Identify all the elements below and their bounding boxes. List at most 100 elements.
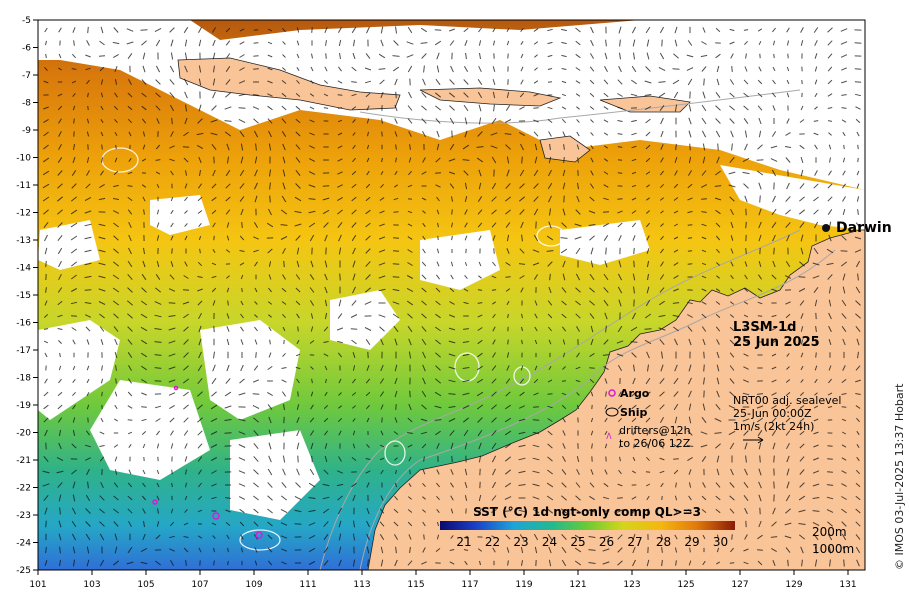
velocity-arrow (658, 81, 666, 83)
velocity-arrow (281, 379, 287, 383)
velocity-arrow (254, 314, 258, 318)
legend-argo: Argo (620, 387, 650, 400)
velocity-arrow (645, 299, 651, 307)
velocity-arrow (504, 430, 512, 436)
velocity-arrow (224, 106, 232, 110)
velocity-arrow (44, 27, 48, 33)
velocity-arrow (210, 119, 218, 123)
velocity-arrow (113, 235, 119, 241)
velocity-arrow (464, 442, 468, 450)
velocity-arrow (518, 131, 526, 137)
velocity-arrow (547, 443, 553, 449)
velocity-arrow (561, 222, 567, 228)
velocity-arrow (491, 378, 497, 384)
velocity-arrow (113, 482, 119, 488)
velocity-arrow (421, 92, 427, 98)
velocity-arrow (311, 53, 313, 59)
legend-depth-200: 200m (812, 525, 847, 539)
velocity-arrow (729, 79, 735, 85)
velocity-arrow (798, 523, 806, 525)
velocity-arrow (325, 53, 327, 59)
velocity-arrow (532, 419, 540, 421)
velocity-arrow (855, 365, 861, 371)
velocity-arrow (758, 481, 762, 489)
velocity-arrow (225, 249, 231, 253)
velocity-arrow (378, 249, 386, 253)
velocity-arrow (72, 429, 76, 437)
velocity-arrow (590, 247, 594, 255)
velocity-arrow (841, 107, 847, 109)
velocity-arrow (325, 40, 327, 46)
velocity-arrow (449, 549, 455, 551)
velocity-arrow (213, 351, 215, 359)
velocity-arrow (98, 249, 106, 253)
velocity-arrow (128, 234, 132, 242)
velocity-arrow (617, 497, 623, 499)
velocity-arrow (127, 391, 133, 397)
velocity-arrow (42, 196, 50, 202)
velocity-arrow (632, 273, 636, 281)
velocity-arrow (224, 120, 232, 122)
velocity-arrow (855, 379, 861, 383)
velocity-arrow (478, 455, 482, 463)
velocity-arrow (491, 442, 497, 450)
velocity-arrow (799, 443, 805, 449)
velocity-arrow (324, 391, 328, 397)
velocity-arrow (395, 469, 397, 475)
velocity-arrow (99, 533, 105, 541)
velocity-arrow (436, 248, 440, 254)
velocity-arrow (772, 507, 776, 515)
velocity-arrow (338, 247, 342, 255)
velocity-arrow (127, 171, 133, 175)
velocity-arrow (226, 338, 230, 346)
velocity-arrow (798, 276, 806, 278)
velocity-arrow (198, 338, 202, 346)
velocity-arrow (506, 248, 510, 254)
velocity-arrow (659, 417, 665, 423)
velocity-arrow (477, 196, 483, 202)
velocity-arrow (771, 221, 777, 229)
velocity-arrow (252, 405, 260, 409)
velocity-arrow (337, 209, 343, 215)
velocity-arrow (547, 313, 553, 319)
velocity-arrow (477, 352, 483, 358)
velocity-arrow (547, 418, 553, 422)
velocity-arrow (170, 443, 174, 449)
velocity-arrow (590, 119, 594, 123)
velocity-arrow (632, 235, 636, 241)
velocity-arrow (534, 156, 538, 164)
velocity-arrow (602, 535, 610, 539)
velocity-arrow (253, 222, 259, 228)
velocity-arrow (729, 326, 735, 332)
velocity-arrow (280, 224, 288, 226)
velocity-arrow (379, 521, 385, 527)
credit-text: © IMOS 03-Jul-2025 13:37 Hobart (893, 383, 906, 570)
velocity-arrow (855, 521, 861, 527)
velocity-arrow (141, 406, 147, 408)
velocity-arrow (253, 417, 259, 423)
velocity-arrow (365, 92, 371, 98)
velocity-arrow (520, 66, 524, 72)
velocity-arrow (491, 209, 497, 215)
velocity-arrow (548, 546, 552, 554)
velocity-arrow (86, 40, 90, 46)
velocity-arrow (618, 260, 622, 268)
velocity-arrow (183, 522, 189, 526)
velocity-arrow (156, 430, 160, 436)
velocity-arrow (380, 559, 384, 567)
velocity-arrow (435, 118, 441, 124)
velocity-arrow (743, 118, 749, 124)
velocity-arrow (491, 222, 497, 228)
velocity-arrow (352, 260, 356, 268)
velocity-arrow (43, 340, 49, 344)
velocity-arrow (59, 429, 61, 437)
velocity-arrow (127, 287, 133, 293)
velocity-arrow (633, 260, 635, 268)
velocity-arrow (743, 340, 749, 344)
velocity-arrow (112, 287, 120, 293)
velocity-arrow (632, 39, 636, 47)
velocity-arrow (211, 470, 217, 474)
velocity-arrow (757, 79, 763, 85)
velocity-arrow (534, 326, 538, 332)
velocity-arrow (856, 170, 860, 176)
